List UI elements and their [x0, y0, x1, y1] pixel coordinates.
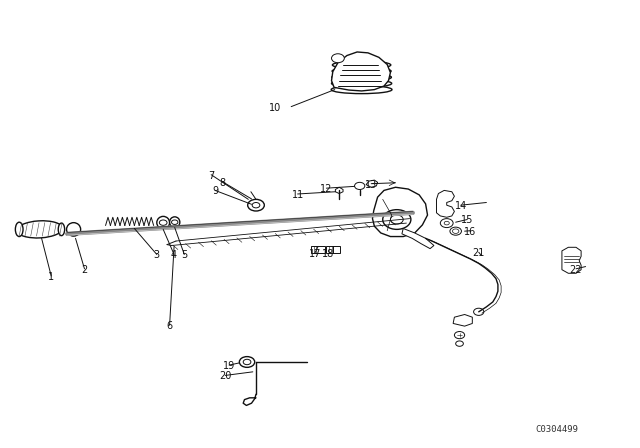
Text: 3: 3	[154, 250, 160, 260]
Circle shape	[248, 199, 264, 211]
Text: 4: 4	[171, 250, 177, 260]
Text: 11: 11	[291, 190, 304, 200]
Text: 22: 22	[570, 265, 582, 275]
Bar	[326, 246, 340, 253]
Text: 20: 20	[219, 371, 232, 381]
Circle shape	[474, 308, 484, 315]
Text: 18: 18	[321, 249, 334, 259]
Text: 12: 12	[320, 184, 333, 194]
Polygon shape	[453, 314, 472, 326]
Ellipse shape	[450, 227, 461, 235]
Text: 9: 9	[212, 186, 218, 196]
Bar	[311, 246, 325, 253]
Text: 6: 6	[166, 321, 173, 331]
Ellipse shape	[157, 216, 170, 229]
Ellipse shape	[17, 221, 63, 238]
Circle shape	[239, 357, 255, 367]
Ellipse shape	[67, 223, 81, 236]
Circle shape	[332, 54, 344, 63]
Polygon shape	[332, 52, 390, 91]
Text: 16: 16	[464, 227, 477, 237]
Polygon shape	[562, 247, 581, 273]
Text: 8: 8	[220, 178, 226, 188]
Ellipse shape	[58, 223, 65, 236]
Circle shape	[383, 210, 411, 229]
Text: 10: 10	[269, 103, 282, 112]
Text: 13: 13	[365, 180, 378, 190]
Text: 15: 15	[461, 215, 474, 225]
Polygon shape	[402, 228, 434, 249]
Ellipse shape	[170, 217, 180, 228]
Text: 5: 5	[181, 250, 188, 260]
Text: 19: 19	[223, 361, 236, 371]
Circle shape	[355, 182, 365, 190]
Text: C0304499: C0304499	[535, 425, 579, 434]
Polygon shape	[436, 190, 454, 217]
Ellipse shape	[15, 222, 23, 237]
Circle shape	[454, 332, 465, 339]
Text: 17: 17	[308, 249, 321, 259]
Text: 14: 14	[454, 201, 467, 211]
Polygon shape	[366, 180, 378, 187]
Circle shape	[456, 341, 463, 346]
Text: 1: 1	[48, 272, 54, 282]
Text: 2: 2	[81, 265, 88, 275]
Polygon shape	[335, 187, 343, 194]
Circle shape	[440, 219, 453, 228]
Text: 21: 21	[472, 248, 485, 258]
Text: 7: 7	[208, 171, 214, 181]
Polygon shape	[372, 187, 428, 237]
